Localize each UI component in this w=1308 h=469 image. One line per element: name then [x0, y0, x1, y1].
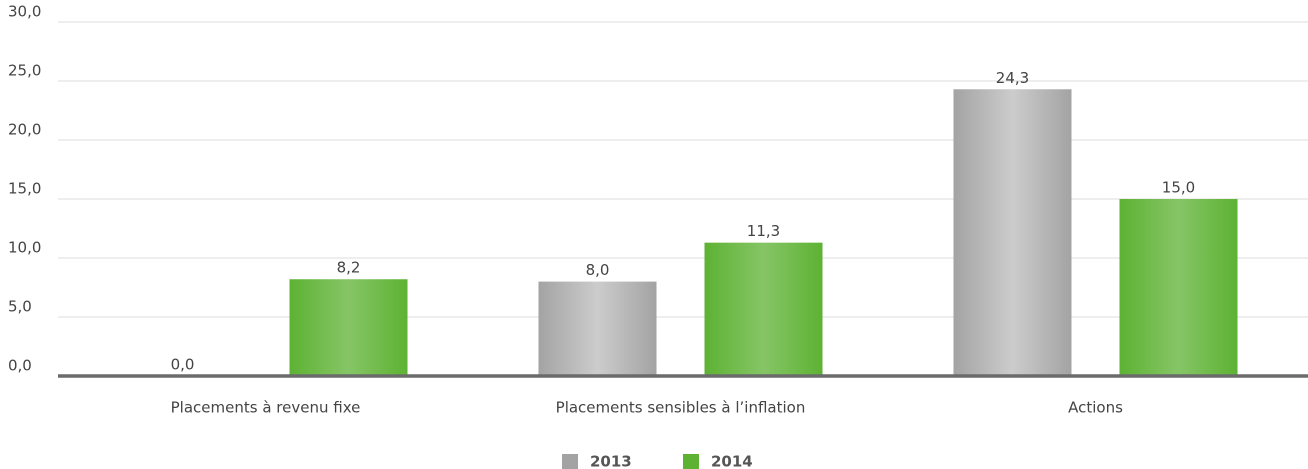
x-tick-label: Placements sensibles à l’inflation: [556, 399, 806, 417]
x-tick-label: Actions: [1068, 399, 1123, 417]
legend-label: 2013: [590, 453, 632, 469]
y-tick-label: 5,0: [8, 298, 32, 316]
legend-swatch: [562, 454, 578, 469]
y-tick-label: 25,0: [8, 62, 41, 80]
bar: [1119, 199, 1238, 376]
bar: [704, 242, 823, 376]
y-tick-label: 15,0: [8, 180, 41, 198]
value-label: 8,2: [337, 259, 361, 277]
value-label: 8,0: [586, 261, 610, 279]
y-tick-label: 20,0: [8, 121, 41, 139]
x-tick-label: Placements à revenu fixe: [171, 399, 361, 417]
value-label: 0,0: [171, 356, 195, 374]
value-label: 24,3: [996, 69, 1029, 87]
legend-swatch: [683, 454, 699, 469]
y-tick-label: 10,0: [8, 239, 41, 257]
legend-label: 2014: [711, 453, 753, 469]
y-tick-label: 30,0: [8, 3, 41, 21]
y-tick-label: 0,0: [8, 357, 32, 375]
bar: [953, 89, 1072, 376]
bar: [289, 279, 408, 376]
value-label: 11,3: [747, 222, 780, 240]
bar: [538, 281, 657, 376]
value-label: 15,0: [1162, 179, 1195, 197]
